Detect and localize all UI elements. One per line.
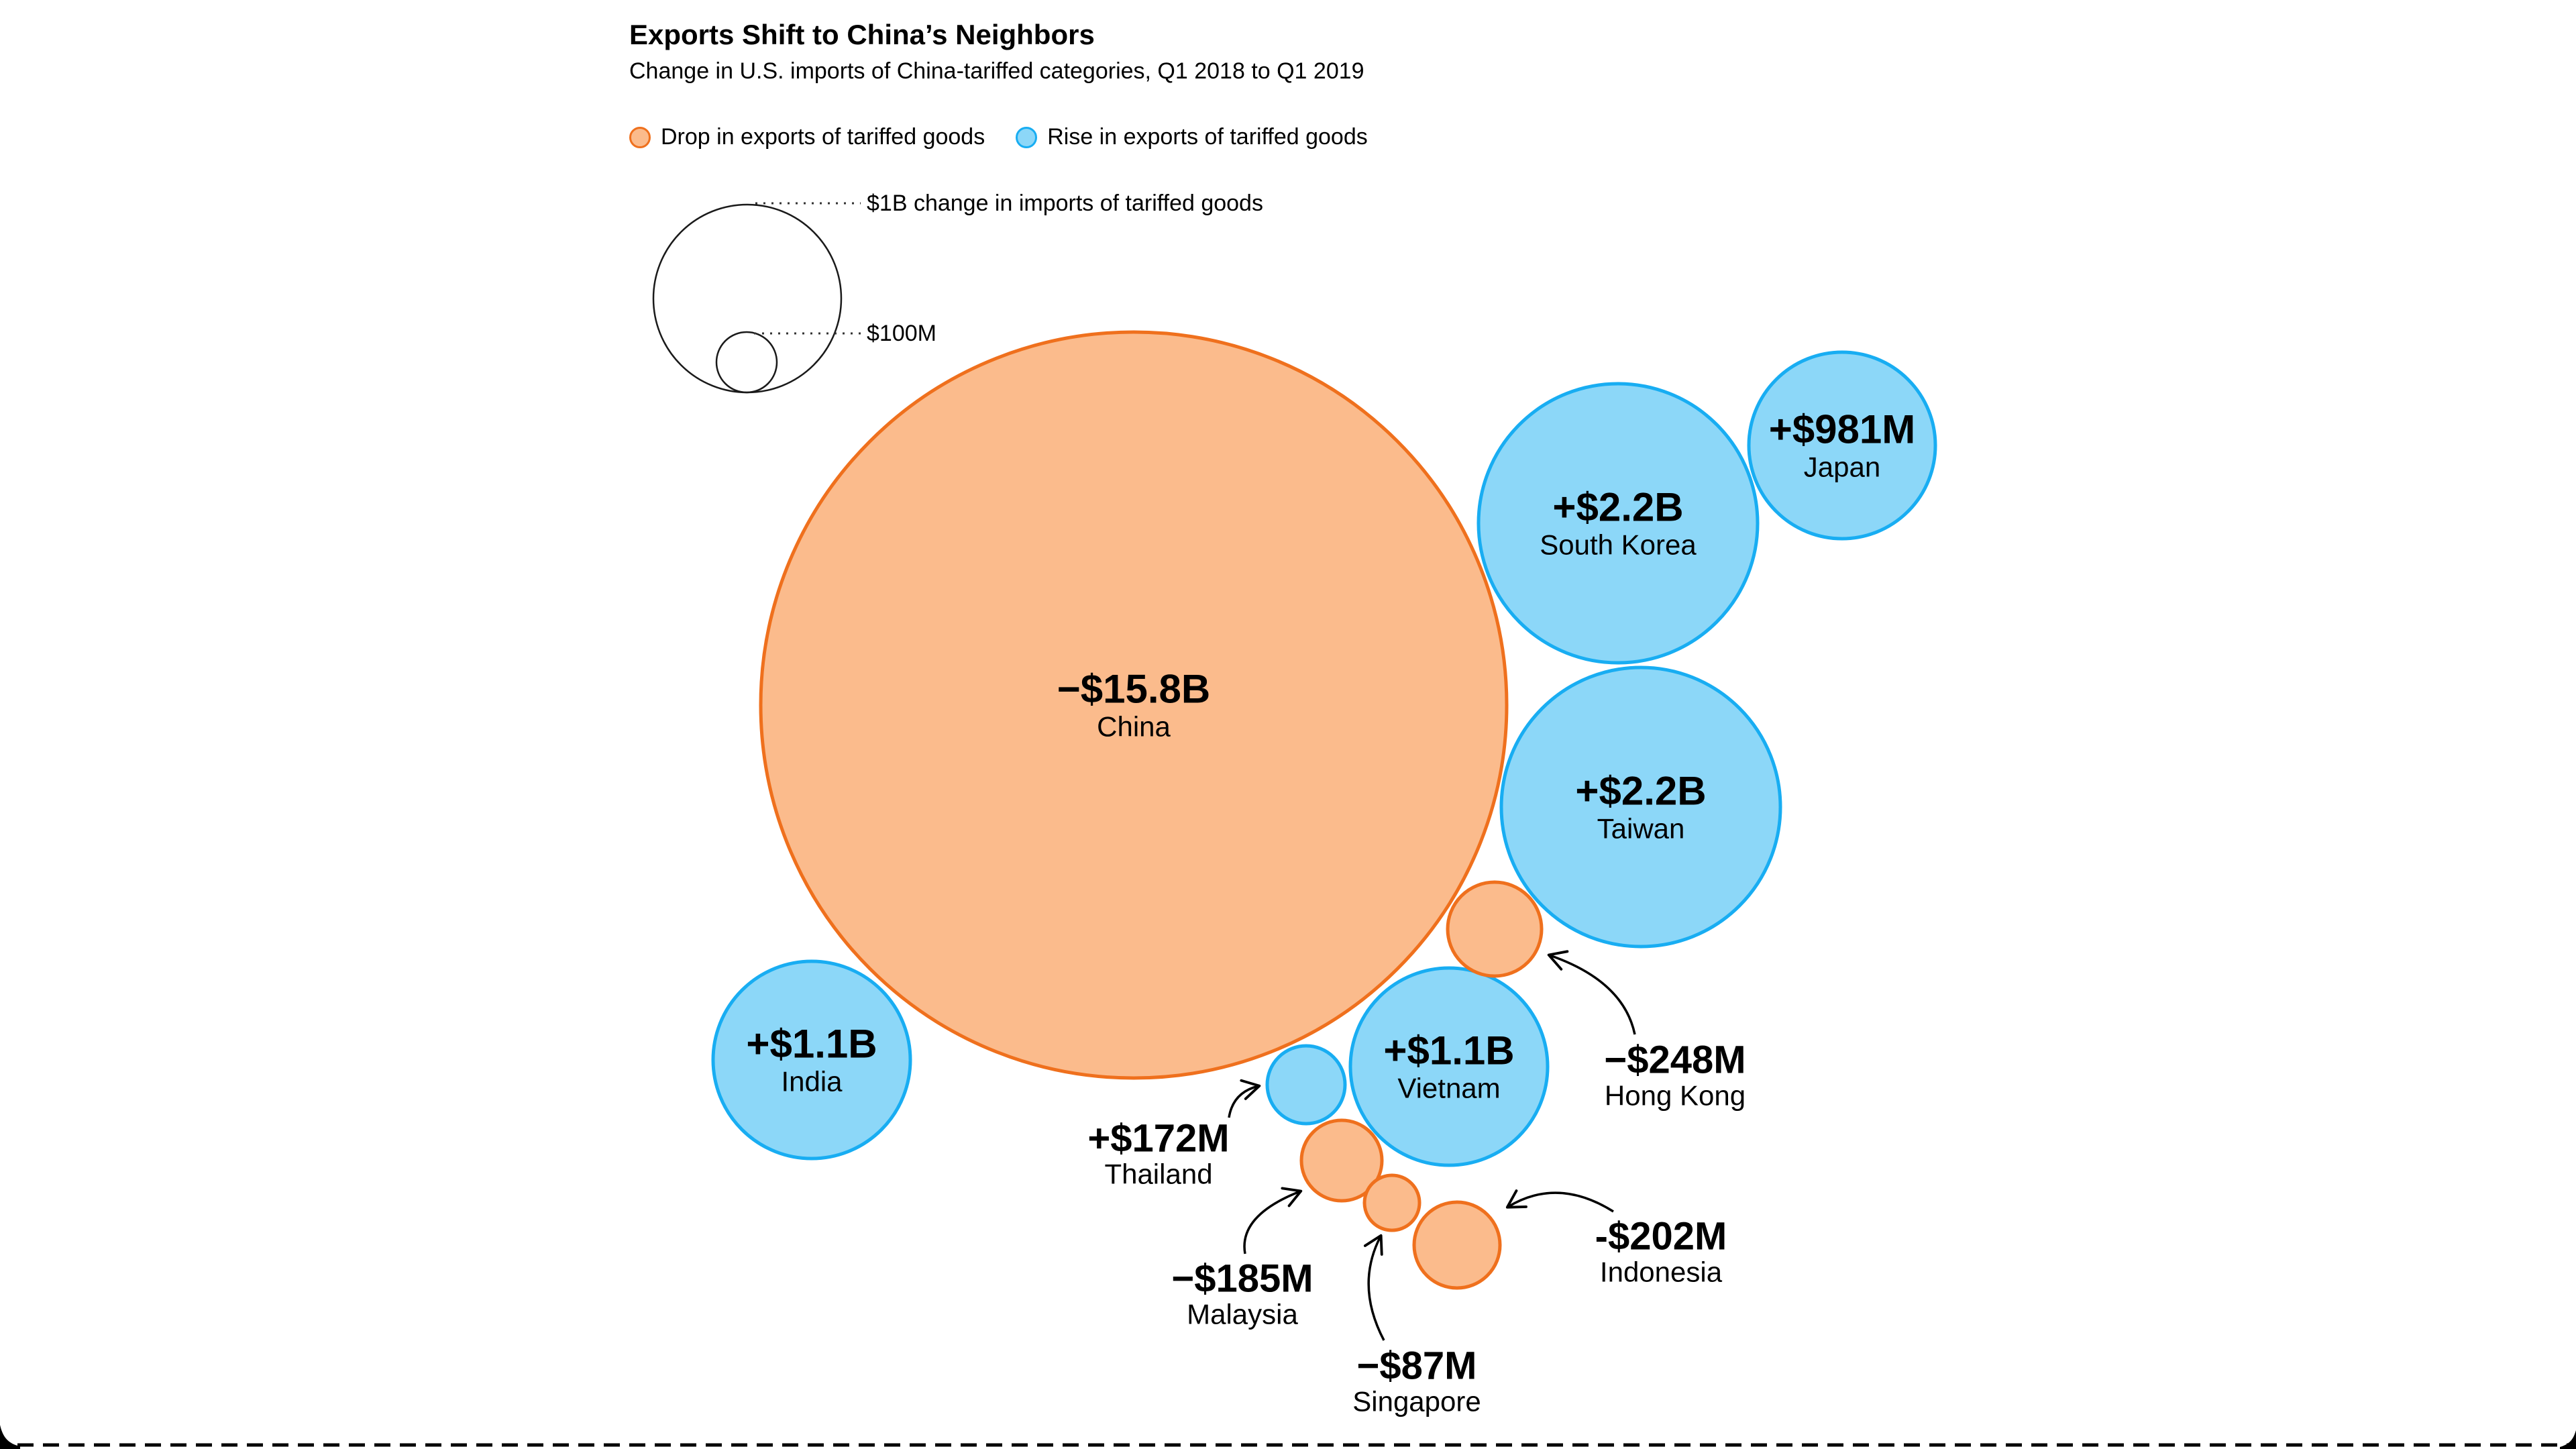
bubble-india xyxy=(711,959,912,1161)
legend-item-drop-label: Drop in exports of tariffed goods xyxy=(661,124,985,150)
bubble-singapore xyxy=(1362,1173,1421,1232)
bubble-vietnam xyxy=(1348,966,1550,1167)
callout-arrow-indonesia xyxy=(1505,1189,1614,1213)
bubble-name-vietnam: Vietnam xyxy=(1397,1073,1500,1104)
bubble-name-south-korea: South Korea xyxy=(1540,529,1697,561)
callout-value-indonesia: -$202M xyxy=(1595,1215,1727,1258)
rise-swatch-icon xyxy=(1016,126,1038,148)
bubble-malaysia xyxy=(1299,1118,1384,1203)
bottom-left-corner-mark xyxy=(0,1425,20,1449)
size-legend-1b-circle xyxy=(652,203,843,394)
legend: Drop in exports of tariffed goods Rise i… xyxy=(629,124,1399,150)
callout-name-singapore: Singapore xyxy=(1352,1386,1481,1417)
callout-name-hong-kong: Hong Kong xyxy=(1605,1080,1746,1112)
size-legend-100m-circle xyxy=(715,331,778,394)
callout-arrow-hong-kong xyxy=(1547,950,1636,1035)
bubble-name-india: India xyxy=(781,1066,843,1097)
callout-name-malaysia: Malaysia xyxy=(1187,1299,1298,1330)
page-title: Exports Shift to China’s Neighbors xyxy=(629,19,1095,50)
callout-value-singapore: −$87M xyxy=(1357,1344,1477,1388)
bubble-value-taiwan: +$2.2B xyxy=(1575,769,1706,814)
chart-subtitle: Change in U.S. imports of China-tariffed… xyxy=(629,58,1364,85)
callout-value-malaysia: −$185M xyxy=(1171,1257,1313,1301)
legend-item-rise-label: Rise in exports of tariffed goods xyxy=(1047,124,1368,150)
callout-arrow-singapore xyxy=(1363,1234,1385,1341)
bubble-name-china: China xyxy=(1097,711,1171,743)
size-legend: $1B change in imports of tariffed goods … xyxy=(652,191,1263,394)
size-legend-100m-label: $100M xyxy=(867,321,936,346)
bubble-value-vietnam: +$1.1B xyxy=(1383,1028,1514,1073)
bubble-value-india: +$1.1B xyxy=(746,1022,877,1067)
chart-header: Exports Shift to China’s Neighbors Chang… xyxy=(629,19,1399,150)
callout-arrow-malaysia xyxy=(1243,1187,1303,1254)
page-frame-artifacts xyxy=(0,1425,2576,1449)
bubble-china xyxy=(759,330,1509,1080)
bubble-indonesia xyxy=(1412,1200,1502,1290)
bubble-name-japan: Japan xyxy=(1804,451,1880,483)
bubble-south-korea xyxy=(1477,382,1760,665)
bubble-value-japan: +$981M xyxy=(1769,407,1916,452)
drop-swatch-icon xyxy=(629,126,651,148)
bubble-value-south-korea: +$2.2B xyxy=(1552,485,1683,530)
bottom-right-corner-mark xyxy=(2560,1430,2576,1449)
bubble-japan xyxy=(1747,350,1937,541)
bubble-value-china: −$15.8B xyxy=(1057,667,1211,712)
size-legend-1b-label: $1B change in imports of tariffed goods xyxy=(867,191,1263,216)
callout-name-indonesia: Indonesia xyxy=(1600,1256,1723,1288)
legend-item-drop: Drop in exports of tariffed goods xyxy=(629,124,985,150)
callout-value-thailand: +$172M xyxy=(1087,1117,1229,1161)
legend-item-rise: Rise in exports of tariffed goods xyxy=(1016,124,1368,150)
bubble-thailand xyxy=(1265,1044,1347,1126)
callout-name-thailand: Thailand xyxy=(1104,1159,1212,1190)
callout-value-hong-kong: −$248M xyxy=(1604,1038,1746,1082)
bubble-name-taiwan: Taiwan xyxy=(1597,813,1685,845)
bubble-hong-kong xyxy=(1446,880,1544,978)
callout-arrow-thailand xyxy=(1228,1079,1261,1118)
bubble-taiwan xyxy=(1499,665,1782,949)
